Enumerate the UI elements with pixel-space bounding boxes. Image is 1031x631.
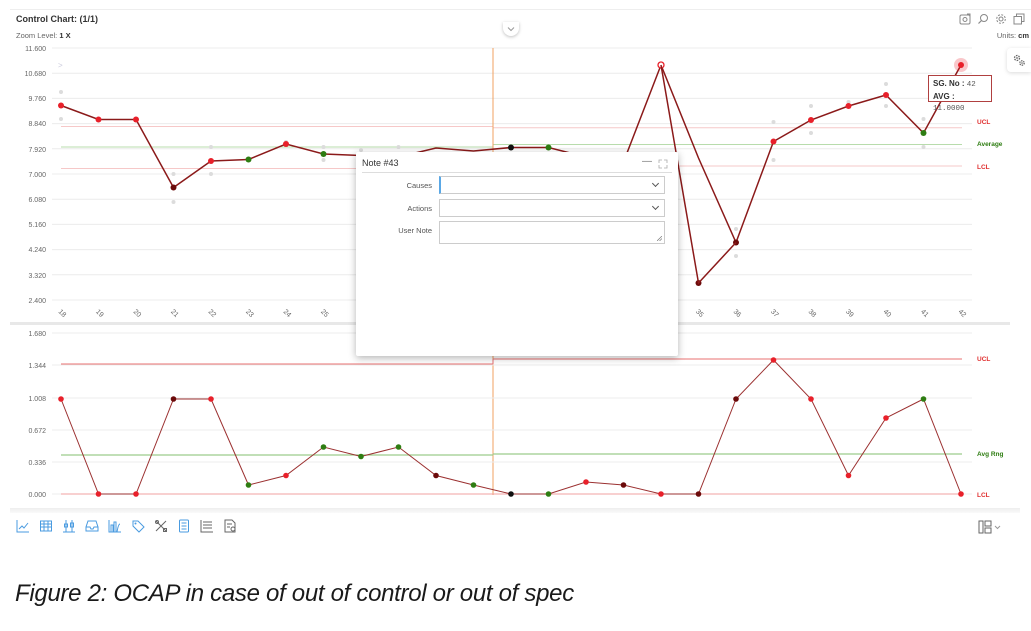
line-chart-icon[interactable] [16,519,30,533]
collapse-toggle-button[interactable] [503,22,519,36]
svg-text:1.680: 1.680 [28,331,46,338]
svg-text:0.336: 0.336 [28,460,46,467]
layout-icon [978,520,992,534]
svg-text:1.344: 1.344 [28,363,46,370]
tools-icon[interactable] [154,519,168,533]
svg-text:41: 41 [919,308,930,319]
svg-text:42: 42 [957,308,968,319]
list-icon[interactable] [200,519,214,533]
svg-text:7.000: 7.000 [28,172,46,179]
svg-text:21: 21 [169,308,180,319]
user-note-label: User Note [398,226,432,235]
histogram-icon[interactable] [108,519,122,533]
svg-text:22: 22 [207,308,218,319]
svg-text:5.160: 5.160 [28,222,46,229]
range-series-line [60,359,962,495]
range-grid [52,332,972,495]
maximize-icon[interactable] [658,156,668,169]
user-note-textarea[interactable] [439,221,665,244]
gears-icon [1013,54,1025,66]
causes-select[interactable] [439,176,665,194]
svg-text:11.600: 11.600 [25,46,46,53]
svg-text:7.920: 7.920 [28,147,46,154]
svg-text:40: 40 [882,308,893,319]
note-divider [362,172,672,173]
svg-text:19: 19 [94,308,105,319]
box-plot-icon[interactable] [62,519,76,533]
range-points [58,357,964,497]
range-y-axis: 1.680 1.344 1.008 0.672 0.336 0.000 [28,331,46,499]
svg-text:2.400: 2.400 [28,298,46,305]
svg-text:9.760: 9.760 [28,96,46,103]
svg-text:37: 37 [769,308,780,319]
range-ucl-label: UCL [977,356,990,363]
point-tooltip: SG. No : 42 AVG : 11.0000 [928,75,992,113]
minimize-icon[interactable]: — [642,156,652,167]
scroll-left-icon: > [58,61,63,70]
svg-text:4.240: 4.240 [28,247,46,254]
gear-icon[interactable] [995,12,1007,24]
svg-text:36: 36 [732,308,743,319]
svg-text:24: 24 [282,308,293,319]
xbar-points [58,58,968,286]
layout-dropdown-button[interactable] [978,520,1001,534]
zoom-level: Zoom Level: 1 X [16,31,71,40]
svg-text:39: 39 [844,308,855,319]
xbar-ucl-label: UCL [977,119,990,126]
window-restore-icon[interactable] [1013,12,1025,25]
control-chart: 11.600 10.680 9.760 8.840 7.920 7.000 6.… [25,46,1004,499]
chevron-down-icon [994,525,1001,529]
xbar-y-axis: 11.600 10.680 9.760 8.840 7.920 7.000 6.… [25,46,47,305]
chart-toolbar [16,519,237,533]
figure-caption: Figure 2: OCAP in case of out of control… [15,580,574,607]
resize-handle-icon[interactable] [657,236,662,241]
chevron-down-icon [507,27,515,32]
xbar-lcl-label: LCL [977,164,990,171]
svg-text:18: 18 [57,308,68,319]
screenshot-icon[interactable] [959,12,971,25]
svg-text:38: 38 [807,308,818,319]
svg-text:6.080: 6.080 [28,197,46,204]
chart-title: Control Chart: (1/1) [16,14,98,24]
table-icon[interactable] [39,519,53,533]
xbar-average-label: Average [977,141,1003,148]
inbox-icon[interactable] [85,519,99,533]
svg-text:23: 23 [244,308,255,319]
note-dialog: Note #43 — Causes Actions User Note [356,152,678,356]
tag-icon[interactable] [131,519,145,533]
report-icon[interactable] [223,519,237,533]
range-lcl-label: LCL [977,492,990,499]
svg-text:3.320: 3.320 [28,273,46,280]
range-control-limits [61,358,962,495]
svg-text:0.000: 0.000 [28,492,46,499]
svg-text:25: 25 [319,308,330,319]
svg-text:0.672: 0.672 [28,428,46,435]
note-dialog-title: Note #43 [362,158,399,168]
toolbar-separator [10,508,1020,513]
settings-side-button[interactable] [1007,48,1031,72]
document-icon[interactable] [177,519,191,533]
svg-text:1.008: 1.008 [28,396,46,403]
svg-text:10.680: 10.680 [25,71,47,78]
xbar-x-axis: 18 19 20 21 22 23 24 25 35 36 37 38 39 4… [57,308,968,319]
actions-label: Actions [407,204,432,213]
actions-select[interactable] [439,199,665,217]
svg-text:8.840: 8.840 [28,121,46,128]
header-toolbar [959,12,1025,25]
units-label: Units: cm [996,31,1029,40]
range-avg-label: Avg Rng [977,451,1004,458]
xbar-raw-readings [59,82,926,258]
svg-text:35: 35 [694,308,705,319]
causes-label: Causes [406,181,432,190]
search-icon[interactable] [977,12,989,24]
svg-text:20: 20 [132,308,143,319]
